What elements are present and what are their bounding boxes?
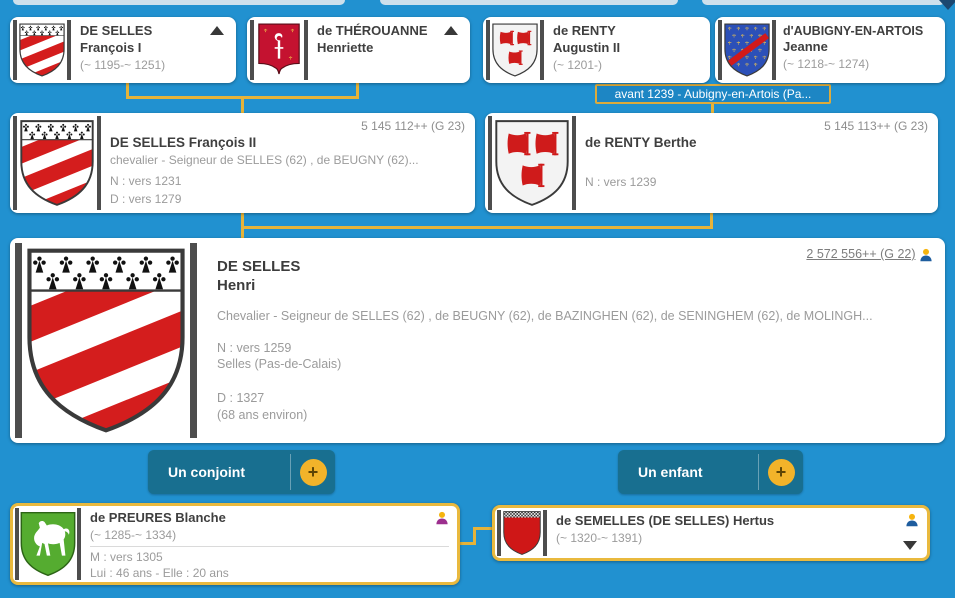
- person-dates: (~ 1218-~ 1274): [783, 57, 870, 72]
- father-card-de-selles-francois-ii[interactable]: 5 145 112++ (G 23) DE SELLES François II…: [10, 113, 475, 213]
- clipped-card-edge: [702, 0, 945, 5]
- death-age: (68 ans environ): [217, 408, 308, 423]
- person-firstname: Augustin II: [553, 39, 621, 55]
- birth-info: N : vers 1231: [110, 173, 182, 188]
- person-name: de RENTY Berthe: [585, 135, 697, 150]
- person-title: chevalier - Seigneur de SELLES (62) , de…: [110, 152, 419, 167]
- sosa-number: 5 145 113++ (G 23): [824, 119, 928, 133]
- selles-coat-of-arms: [15, 243, 197, 438]
- button-divider: [290, 454, 291, 490]
- chevron-down-icon[interactable]: [939, 0, 955, 10]
- renty-coat-of-arms: [488, 116, 576, 210]
- sosa-number: 5 145 112++ (G 23): [361, 119, 465, 133]
- person-dates: (~ 1285-~ 1334): [90, 527, 177, 542]
- plus-icon[interactable]: +: [767, 458, 795, 486]
- subject-surname: DE SELLES: [217, 258, 301, 275]
- preures-coat-of-arms: [15, 508, 81, 580]
- tree-connector-line: [711, 103, 714, 114]
- person-name: de SEMELLES (DE SELLES) Hertus: [556, 513, 775, 528]
- add-spouse-label: Un conjoint: [168, 464, 245, 480]
- person-surname: de THÉROUANNE: [317, 23, 428, 38]
- collapse-ancestors-icon[interactable]: [444, 26, 458, 35]
- person-icon: [905, 513, 919, 527]
- sosa-number-link[interactable]: 2 572 556++ (G 22): [806, 247, 916, 261]
- person-firstname: Jeanne: [783, 39, 828, 55]
- ancestor-card-daubigny-jeanne[interactable]: d'AUBIGNY-EN-ARTOIS Jeanne (~ 1218-~ 127…: [715, 17, 945, 83]
- ancestor-card-de-selles-francois-i[interactable]: DE SELLES François I (~ 1195-~ 1251): [10, 17, 236, 83]
- tree-connector-line: [241, 226, 713, 229]
- person-icon: [919, 248, 933, 262]
- person-surname: d'AUBIGNY-EN-ARTOIS: [783, 24, 924, 38]
- therouanne-coat-of-arms: [250, 20, 308, 80]
- birth-place: Selles (Pas-de-Calais): [217, 357, 342, 372]
- person-surname: DE SELLES: [80, 23, 153, 38]
- sosa-link-row: 2 572 556++ (G 22): [806, 247, 933, 262]
- spouse-card-de-preures-blanche[interactable]: de PREURES Blanche (~ 1285-~ 1334) M : v…: [10, 503, 460, 585]
- semelles-coat-of-arms: [497, 510, 547, 556]
- clipped-card-edge: [13, 0, 345, 5]
- tree-connector-line: [473, 527, 476, 545]
- add-child-button[interactable]: Un enfant +: [618, 450, 803, 494]
- tree-connector-line: [241, 96, 244, 114]
- add-child-label: Un enfant: [638, 464, 703, 480]
- birth-info: N : vers 1239: [585, 174, 657, 189]
- mother-card-de-renty-berthe[interactable]: 5 145 113++ (G 23) de RENTY Berthe N : v…: [485, 113, 938, 213]
- subject-firstname: Henri: [217, 276, 256, 294]
- selles-coat-of-arms: [13, 20, 71, 80]
- tree-connector-line: [473, 527, 492, 530]
- ancestor-card-de-therouanne-henriette[interactable]: de THÉROUANNE Henriette: [247, 17, 470, 83]
- person-name: DE SELLES François II: [110, 135, 257, 150]
- plus-icon[interactable]: +: [299, 458, 327, 486]
- person-surname: de RENTY: [553, 23, 616, 38]
- clipped-card-edge: [380, 0, 678, 5]
- add-spouse-button[interactable]: Un conjoint +: [148, 450, 335, 494]
- person-name: de PREURES Blanche: [90, 510, 226, 525]
- collapse-ancestors-icon[interactable]: [210, 26, 224, 35]
- button-divider: [758, 454, 759, 490]
- subject-title: Chevalier - Seigneur de SELLES (62) , de…: [217, 308, 873, 323]
- marriage-ages: Lui : 46 ans - Elle : 20 ans: [90, 566, 229, 581]
- death-info: D : vers 1279: [110, 191, 182, 206]
- tree-connector-line: [460, 542, 476, 545]
- tree-connector-line: [126, 83, 129, 99]
- death-info: D : 1327: [217, 391, 265, 406]
- person-dates: (~ 1320-~ 1391): [556, 530, 643, 545]
- card-divider: [90, 546, 449, 548]
- tree-connector-line: [710, 213, 713, 229]
- marriage-info: M : vers 1305: [90, 550, 163, 565]
- person-icon: [435, 511, 449, 525]
- birth-info: N : vers 1259: [217, 340, 292, 355]
- tree-connector-line: [356, 83, 359, 99]
- person-firstname: François I: [80, 39, 142, 55]
- ancestor-card-de-renty-augustin-ii[interactable]: de RENTY Augustin II (~ 1201-): [483, 17, 710, 83]
- person-firstname: Henriette: [317, 39, 374, 55]
- marriage-info-label[interactable]: avant 1239 - Aubigny-en-Artois (Pa...: [595, 84, 831, 104]
- expand-descendants-icon[interactable]: [903, 541, 917, 550]
- subject-card-de-selles-henri[interactable]: 2 572 556++ (G 22) DE SELLES Henri Cheva…: [10, 238, 945, 443]
- person-dates: (~ 1195-~ 1251): [80, 57, 166, 72]
- person-dates: (~ 1201-): [553, 57, 603, 72]
- child-card-de-semelles-hertus[interactable]: de SEMELLES (DE SELLES) Hertus (~ 1320-~…: [492, 505, 930, 561]
- aubigny-coat-of-arms: [718, 20, 776, 80]
- selles-coat-of-arms: [13, 116, 101, 210]
- renty-coat-of-arms: [486, 20, 544, 80]
